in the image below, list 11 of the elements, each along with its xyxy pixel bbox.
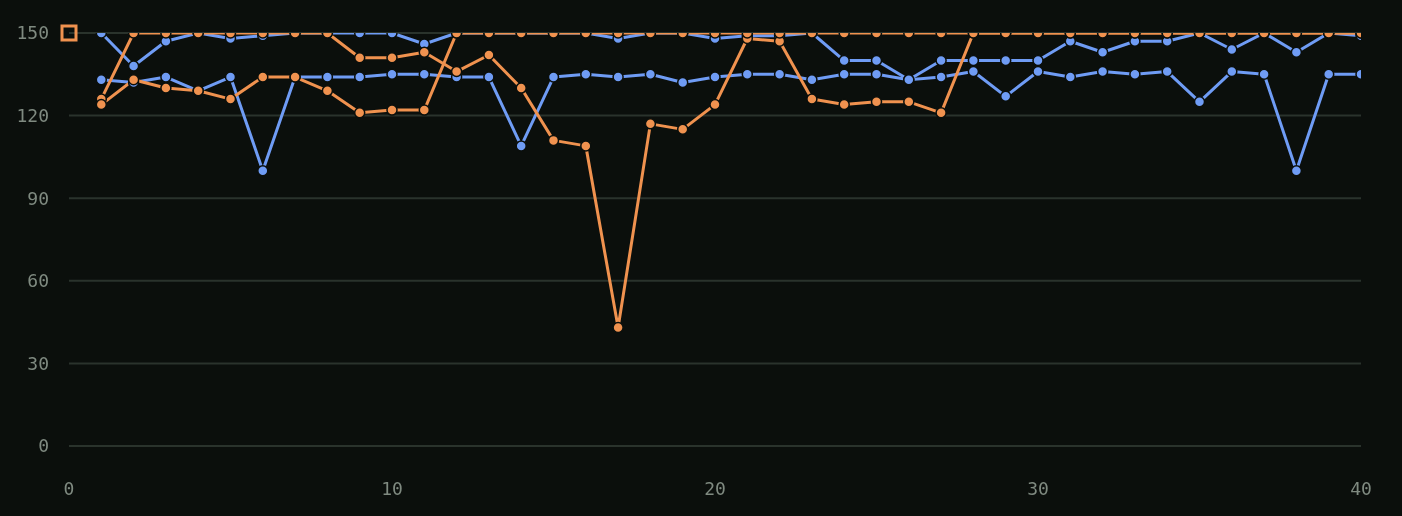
x-tick-label: 10 (381, 477, 403, 499)
y-tick-label: 120 (16, 104, 49, 126)
x-tick-label: 20 (704, 477, 726, 499)
y-tick-label: 0 (38, 435, 49, 457)
y-tick-label: 150 (16, 22, 49, 44)
y-tick-label: 90 (27, 187, 49, 209)
x-tick-label: 30 (1027, 477, 1049, 499)
x-tick-label: 0 (63, 477, 75, 499)
y-tick-label: 60 (27, 270, 49, 292)
y-tick-label: 30 (27, 352, 49, 374)
x-tick-label: 40 (1350, 477, 1372, 499)
